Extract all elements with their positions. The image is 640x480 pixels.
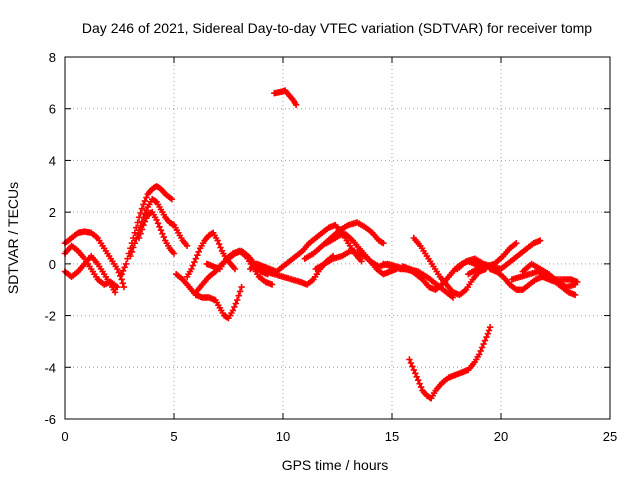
plus-marker-path <box>465 240 520 278</box>
x-tick-label: 15 <box>385 429 399 444</box>
data-series <box>465 240 520 278</box>
y-tick-label: 2 <box>49 205 56 220</box>
chart-title: Day 246 of 2021, Sidereal Day-to-day VTE… <box>82 20 592 36</box>
data-series <box>203 247 276 288</box>
data-series <box>173 271 245 322</box>
y-tick-label: -6 <box>44 412 56 427</box>
plus-marker-path <box>173 271 245 322</box>
plus-marker-path <box>135 208 178 257</box>
plus-marker-path <box>406 324 494 402</box>
x-tick-label: 10 <box>276 429 290 444</box>
data-series <box>519 260 579 291</box>
x-tick-label: 20 <box>494 429 508 444</box>
y-tick-label: -4 <box>44 360 56 375</box>
y-tick-label: 4 <box>49 153 56 168</box>
data-series <box>406 324 494 402</box>
plot-border <box>64 56 611 420</box>
plus-marker-path <box>183 229 239 280</box>
data-series <box>247 221 365 275</box>
x-tick-label: 0 <box>61 429 68 444</box>
x-axis-label: GPS time / hours <box>282 457 389 473</box>
x-tick-label: 25 <box>603 429 617 444</box>
y-tick-label: 0 <box>49 257 56 272</box>
plus-marker-path <box>203 247 276 288</box>
x-tick-label: 5 <box>170 429 177 444</box>
grid <box>65 57 610 419</box>
y-tick-label: -2 <box>44 309 56 324</box>
data-series <box>271 87 300 108</box>
plus-marker-path <box>271 87 300 108</box>
data-series <box>135 208 178 257</box>
plus-marker-path <box>519 260 579 291</box>
y-tick-label: 8 <box>49 50 56 65</box>
plus-marker-path <box>247 221 365 275</box>
y-axis-label: SDTVAR / TECUs <box>5 182 21 294</box>
axis-ticks: 0 5 10 15 20 25 -6 -4 -2 0 2 4 6 8 <box>44 50 617 444</box>
data-series <box>183 229 239 280</box>
y-tick-label: 6 <box>49 102 56 117</box>
data-marks <box>61 87 581 402</box>
